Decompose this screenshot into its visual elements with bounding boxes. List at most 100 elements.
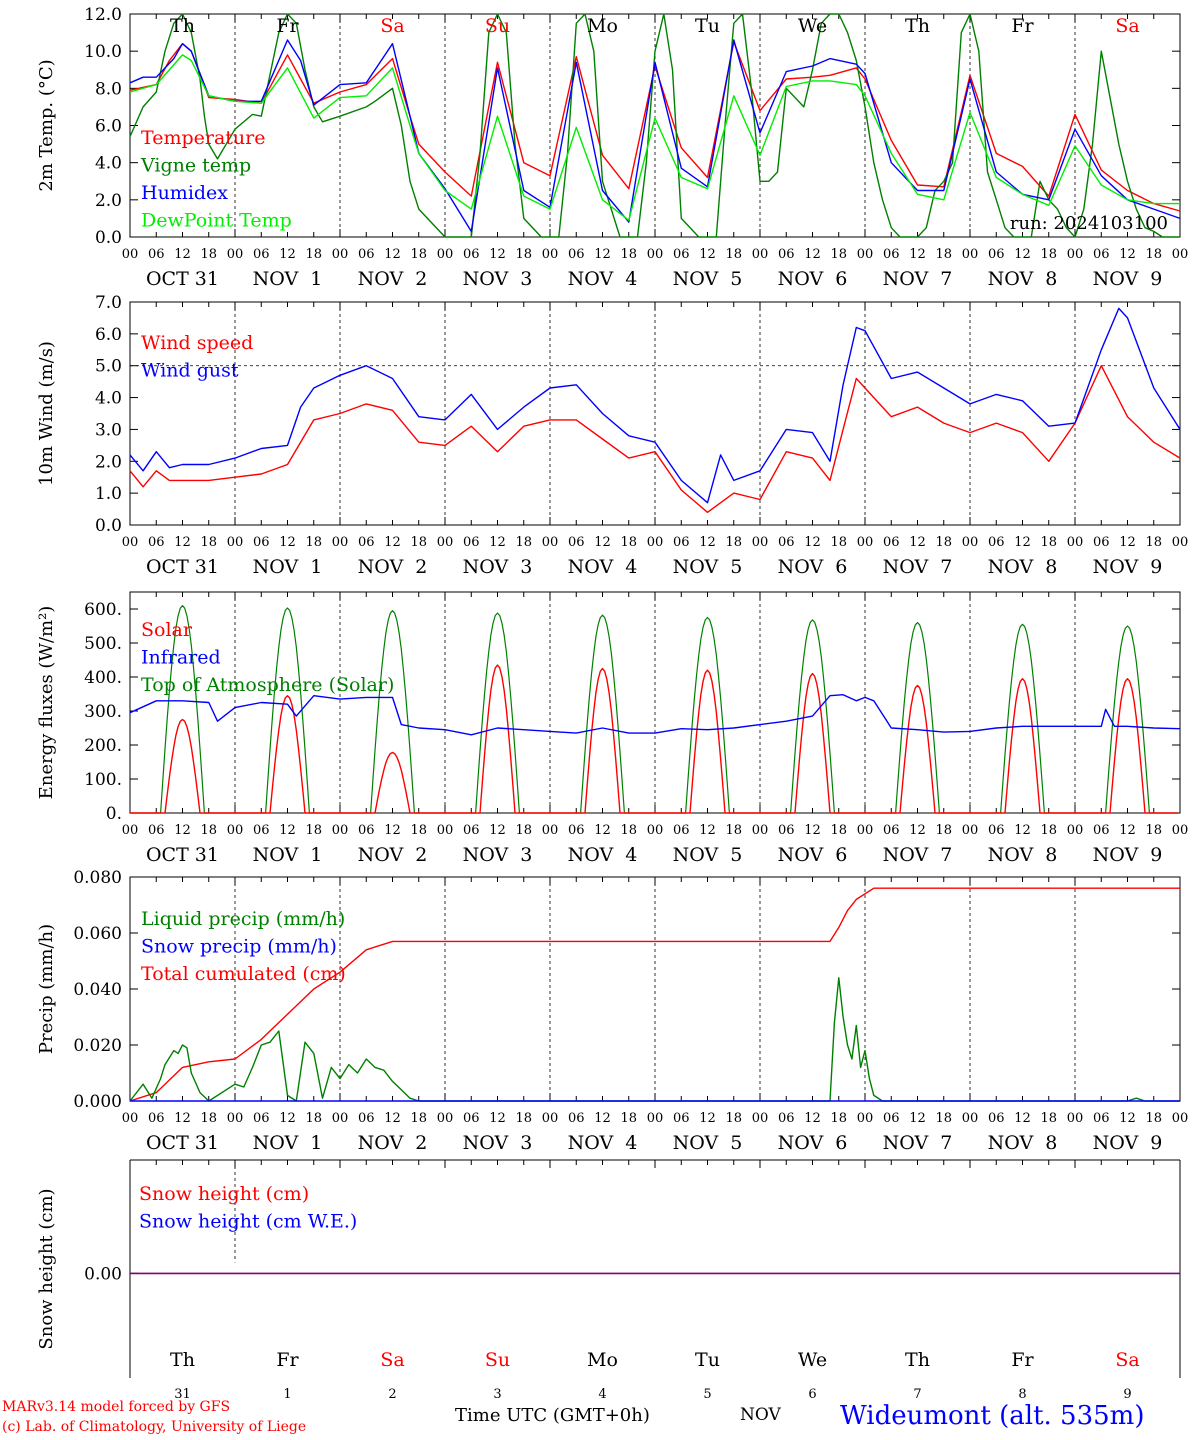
panel-4: 00 06 12 18 00 06 12 18 00 06 12 18 00 06 12 18 00 06 12 18… [36,868,1188,1154]
hour-tick-label: 18 [725,1111,742,1126]
hour-tick-label: 18 [830,823,847,838]
hour-tick-label: 00 [542,247,559,262]
y-tick-label: 6.0 [95,325,122,345]
hour-tick-label: 00 [647,1111,664,1126]
date-label: NOV 2 [358,844,428,866]
y-tick-label: 5.0 [95,357,122,377]
weekday-label: Th [170,15,195,37]
y-tick-label: 200. [84,736,122,756]
y-axis-label: Snow height (cm) [36,1188,57,1349]
plot-frame [129,301,1181,526]
hour-tick-label: 12 [699,1111,716,1126]
hour-tick-label: 00 [752,823,769,838]
series-liquid-precip-mm-h- [129,977,1180,1102]
hour-tick-label: 00 [437,535,454,550]
month-label: NOV [740,1405,781,1425]
hour-tick-label: 00 [542,1111,559,1126]
hour-tick-label: 06 [988,535,1005,550]
hour-tick-label: 06 [253,535,270,550]
series-wind-speed [129,365,1181,513]
day-number-label: 4 [598,1387,606,1402]
hour-tick-label: 06 [778,247,795,262]
y-tick-label: 2.0 [95,191,122,211]
hour-tick-label: 12 [909,535,926,550]
legend-entry: Liquid precip (mm/h) [141,908,345,930]
hour-tick-label: 18 [515,1111,532,1126]
date-label: NOV 1 [253,844,323,866]
hour-tick-label: 06 [148,823,165,838]
y-axis-label: Precip (mm/h) [36,924,57,1054]
y-tick-label: 600. [84,600,122,620]
hour-tick-label: 06 [988,247,1005,262]
hour-tick-label: 00 [857,823,874,838]
legend-entry: DewPoint Temp [141,210,292,232]
hour-tick-label: 18 [305,535,322,550]
hour-tick-label: 18 [620,823,637,838]
date-label: NOV 4 [568,556,638,578]
hour-tick-label: 06 [463,535,480,550]
date-label: NOV 3 [463,844,533,866]
y-tick-label: 0.080 [73,868,122,888]
model-credit-line1: MARv3.14 model forced by GFS [2,1399,231,1415]
hour-tick-label: 12 [594,1111,611,1126]
date-label: NOV 6 [778,268,848,290]
date-label: NOV 7 [883,1132,953,1154]
hour-tick-label: 12 [594,247,611,262]
y-tick-label: 0.040 [73,980,122,1000]
hour-tick-label: 18 [1145,535,1162,550]
y-tick-label: 2.0 [95,452,122,472]
y-tick-label: 0.0 [95,228,122,248]
hour-tick-label: 06 [253,1111,270,1126]
hour-tick-label: 12 [804,1111,821,1126]
legend-entry: Snow precip (mm/h) [141,936,337,958]
y-tick-label: 12.0 [84,5,122,25]
hour-tick-label: 00 [122,247,139,262]
hour-tick-label: 18 [935,823,952,838]
hour-tick-label: 06 [883,247,900,262]
hour-tick-label: 06 [253,823,270,838]
hour-tick-label: 18 [830,247,847,262]
date-label: OCT 31 [146,556,219,578]
hour-tick-label: 12 [489,823,506,838]
hour-tick-label: 18 [1145,823,1162,838]
hour-tick-label: 00 [1172,535,1189,550]
y-tick-label: 0.0 [95,516,122,536]
hour-tick-label: 18 [830,1111,847,1126]
hour-tick-label: 06 [1093,247,1110,262]
legend-entry: Wind gust [141,360,239,382]
y-tick-label: 100. [84,770,122,790]
hour-tick-label: 12 [1119,1111,1136,1126]
y-tick-label: 1.0 [95,484,122,504]
hour-tick-label: 06 [673,247,690,262]
hour-tick-label: 06 [253,247,270,262]
hour-tick-label: 06 [568,247,585,262]
series-solar [130,664,1178,814]
hour-tick-label: 06 [673,535,690,550]
y-tick-label: 400. [84,668,122,688]
hour-tick-label: 00 [752,535,769,550]
hour-tick-label: 06 [358,1111,375,1126]
hour-tick-label: 12 [174,1111,191,1126]
series-total-cumulated-cm- [129,887,1180,1102]
hour-tick-label: 00 [752,247,769,262]
hour-tick-label: 06 [148,535,165,550]
hour-tick-label: 18 [620,247,637,262]
hour-tick-label: 00 [647,823,664,838]
legend-entry: Humidex [141,182,228,204]
hour-tick-label: 12 [489,1111,506,1126]
hour-tick-label: 00 [962,535,979,550]
hour-tick-label: 00 [1172,247,1189,262]
hour-tick-label: 00 [1067,823,1084,838]
date-label: NOV 4 [568,844,638,866]
hour-tick-label: 18 [620,535,637,550]
hour-tick-label: 00 [437,823,454,838]
hour-tick-label: 00 [227,247,244,262]
date-label: NOV 6 [778,556,848,578]
hour-tick-label: 12 [804,247,821,262]
hour-tick-label: 00 [332,823,349,838]
hour-tick-label: 00 [962,247,979,262]
date-label: NOV 5 [673,1132,743,1154]
hour-tick-label: 18 [935,247,952,262]
day-number-label: 3 [493,1387,501,1402]
